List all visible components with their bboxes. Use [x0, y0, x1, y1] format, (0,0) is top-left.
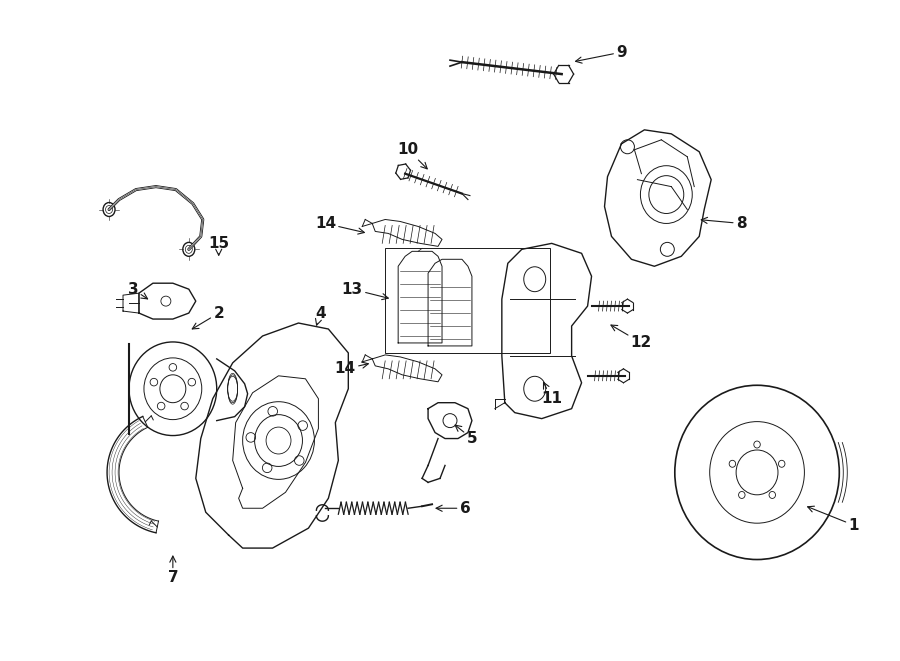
- Text: 9: 9: [576, 45, 626, 63]
- Text: 8: 8: [701, 216, 746, 231]
- Text: 10: 10: [398, 142, 428, 169]
- Ellipse shape: [104, 202, 115, 217]
- Text: 3: 3: [128, 282, 148, 299]
- Text: 11: 11: [541, 383, 562, 407]
- Text: 13: 13: [342, 282, 388, 299]
- Ellipse shape: [183, 243, 194, 256]
- Text: 5: 5: [455, 425, 477, 446]
- Text: 12: 12: [611, 325, 652, 350]
- Text: 4: 4: [315, 305, 326, 325]
- Bar: [385, 249, 550, 353]
- Text: 2: 2: [193, 305, 224, 329]
- Text: 1: 1: [807, 506, 859, 533]
- Text: 14: 14: [335, 362, 368, 376]
- Text: 6: 6: [436, 501, 471, 516]
- Text: 15: 15: [208, 236, 230, 255]
- Text: 14: 14: [315, 216, 365, 234]
- Text: 7: 7: [167, 556, 178, 586]
